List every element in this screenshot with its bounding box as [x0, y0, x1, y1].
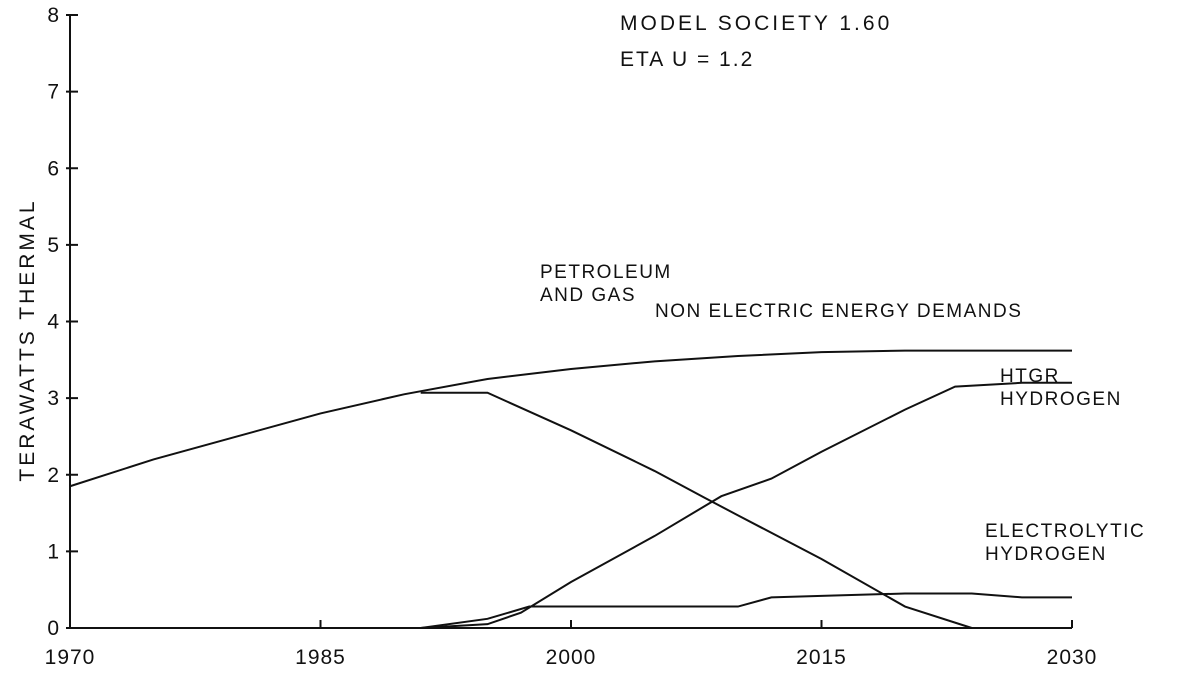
y-tick-label: 2 [47, 464, 60, 487]
x-tick-label: 2030 [1047, 646, 1098, 669]
series-label: ELECTROLYTIC HYDROGEN [985, 521, 1146, 565]
x-tick-label: 1985 [295, 646, 346, 669]
y-tick-label: 6 [47, 157, 60, 180]
series-line [420, 391, 973, 629]
x-tick-label: 2015 [796, 646, 847, 669]
series-label: PETROLEUM AND GAS [540, 262, 672, 306]
y-tick-label: 1 [47, 540, 60, 563]
annotation: MODEL SOCIETY 1.60 [620, 12, 892, 35]
annotation: ETA U = 1.2 [620, 48, 754, 71]
y-tick-label: 0 [47, 617, 60, 640]
y-tick-label: 4 [47, 311, 60, 334]
y-tick-label: 3 [47, 387, 60, 410]
series-label: HTGR HYDROGEN [1000, 366, 1122, 410]
y-axis-label: TERAWATTS THERMAL [16, 198, 39, 481]
series-line [420, 592, 1072, 629]
y-tick-label: 7 [47, 81, 60, 104]
series-line [420, 381, 1072, 629]
x-tick-label: 2000 [546, 646, 597, 669]
y-tick-label: 5 [47, 234, 60, 257]
series-line [69, 349, 1072, 488]
x-tick-label: 1970 [45, 646, 96, 669]
series-label: NON ELECTRIC ENERGY DEMANDS [655, 301, 1023, 322]
y-tick-label: 8 [47, 4, 60, 27]
